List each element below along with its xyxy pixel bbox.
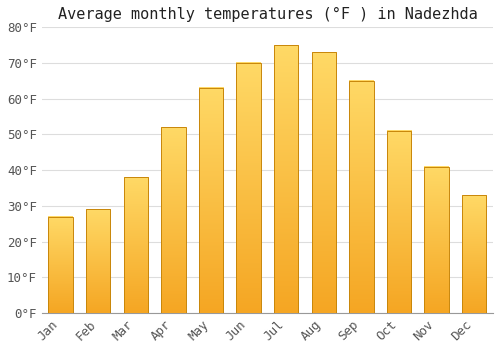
Title: Average monthly temperatures (°F ) in Nadezhda: Average monthly temperatures (°F ) in Na…: [58, 7, 478, 22]
Bar: [349, 81, 374, 313]
Bar: [312, 52, 336, 313]
Bar: [48, 217, 73, 313]
Bar: [387, 131, 411, 313]
Bar: [86, 210, 110, 313]
Bar: [161, 127, 186, 313]
Bar: [462, 195, 486, 313]
Bar: [274, 45, 298, 313]
Bar: [124, 177, 148, 313]
Bar: [424, 167, 449, 313]
Bar: [199, 88, 223, 313]
Bar: [236, 63, 261, 313]
